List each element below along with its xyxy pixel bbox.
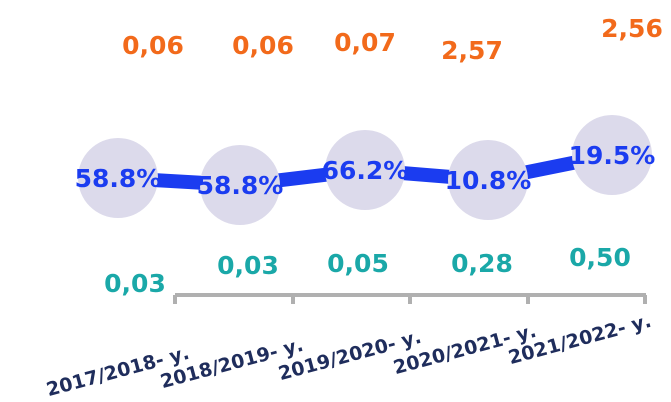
value-label: 0,05 [327, 249, 389, 278]
bubble [78, 138, 158, 218]
value-label: 0,03 [104, 269, 166, 298]
bubble [572, 115, 652, 195]
value-label: 0,50 [569, 243, 631, 272]
percent-label: 19.5% [569, 141, 656, 170]
value-label: 2,57 [441, 36, 503, 65]
percent-label: 58.8% [197, 171, 284, 200]
bubble [200, 145, 280, 225]
value-label: 0,07 [334, 28, 396, 57]
value-label: 2,56 [601, 14, 663, 43]
bubble [325, 130, 405, 210]
value-label: 0,28 [451, 249, 513, 278]
percent-label: 10.8% [445, 166, 532, 195]
percent-label: 58.8% [75, 164, 162, 193]
bubble [448, 140, 528, 220]
value-label: 0,06 [232, 31, 294, 60]
value-label: 0,03 [217, 251, 279, 280]
value-label: 0,06 [122, 31, 184, 60]
percent-label: 66.2% [322, 156, 409, 185]
